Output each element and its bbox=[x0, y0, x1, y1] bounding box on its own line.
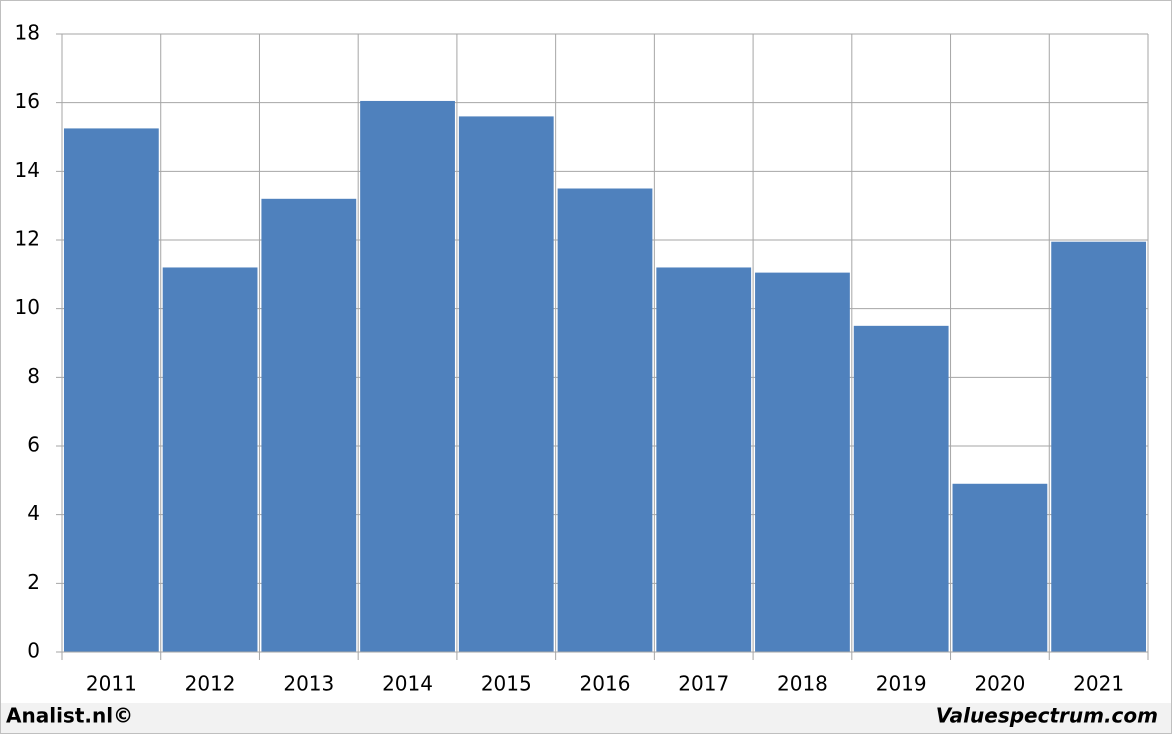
bar bbox=[360, 100, 455, 652]
y-tick-label: 2 bbox=[27, 570, 40, 594]
y-tick-label: 16 bbox=[15, 89, 40, 113]
x-tick-label: 2012 bbox=[185, 672, 236, 696]
y-tick-label: 14 bbox=[15, 158, 40, 182]
bar bbox=[952, 483, 1048, 652]
x-tick-label: 2014 bbox=[382, 672, 433, 696]
bar bbox=[458, 116, 554, 652]
x-tick-label: 2017 bbox=[678, 672, 729, 696]
y-tick-label: 18 bbox=[15, 21, 40, 45]
footer-right: Valuespectrum.com bbox=[936, 704, 1158, 728]
footer-band bbox=[1, 703, 1171, 733]
x-tick-label: 2021 bbox=[1073, 672, 1124, 696]
x-tick-label: 2019 bbox=[876, 672, 927, 696]
bar bbox=[557, 188, 653, 652]
x-tick-label: 2020 bbox=[974, 672, 1025, 696]
y-tick-label: 4 bbox=[27, 501, 40, 525]
bar bbox=[755, 272, 850, 652]
x-tick-label: 2018 bbox=[777, 672, 828, 696]
bar bbox=[656, 267, 752, 652]
bar bbox=[261, 198, 357, 653]
y-tick-label: 6 bbox=[27, 433, 40, 457]
x-tick-label: 2016 bbox=[580, 672, 631, 696]
footer-left: Analist.nl© bbox=[6, 704, 133, 728]
bar bbox=[162, 267, 258, 652]
x-tick-label: 2011 bbox=[86, 672, 137, 696]
x-tick-label: 2015 bbox=[481, 672, 532, 696]
y-tick-label: 12 bbox=[15, 227, 40, 251]
y-tick-label: 10 bbox=[15, 295, 40, 319]
y-tick-label: 8 bbox=[27, 364, 40, 388]
x-tick-label: 2013 bbox=[283, 672, 334, 696]
y-tick-label: 0 bbox=[27, 639, 40, 663]
bar bbox=[1051, 241, 1147, 652]
bar bbox=[853, 325, 949, 652]
bar bbox=[63, 128, 159, 652]
